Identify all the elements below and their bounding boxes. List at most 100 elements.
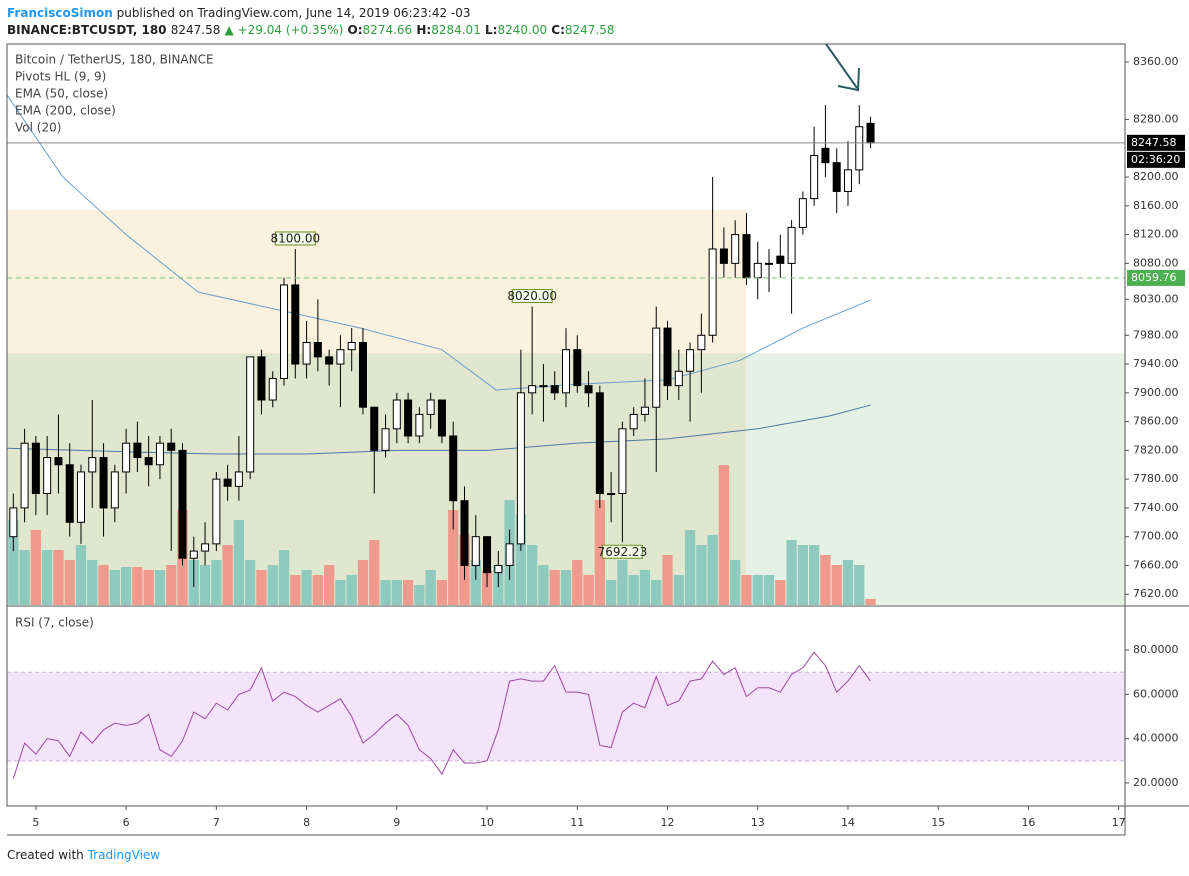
candle-body bbox=[415, 413, 424, 437]
candle-body bbox=[302, 341, 311, 365]
volume-bar bbox=[538, 565, 549, 605]
volume-bar bbox=[357, 560, 369, 605]
pivot-label: 8100.00 bbox=[270, 231, 320, 245]
candle-body bbox=[810, 154, 819, 200]
candle-body bbox=[866, 122, 875, 144]
candle-body bbox=[246, 356, 255, 473]
volume-bar bbox=[267, 565, 278, 605]
y-tick-label: 7900.00 bbox=[1133, 386, 1179, 399]
candle-body bbox=[798, 198, 807, 228]
volume-bar bbox=[436, 580, 448, 605]
legend-entry: Vol (20) bbox=[15, 121, 61, 135]
volume-bar bbox=[820, 555, 831, 605]
volume-bar bbox=[639, 570, 651, 605]
candle-body bbox=[460, 500, 469, 566]
volume-bar bbox=[143, 570, 154, 605]
volume-bar bbox=[312, 575, 323, 605]
candle-body bbox=[392, 399, 401, 430]
candle-body bbox=[20, 442, 29, 509]
candle-body bbox=[43, 457, 52, 495]
volume-bar bbox=[797, 545, 809, 605]
candle-body bbox=[697, 334, 706, 351]
volume-bar bbox=[222, 545, 233, 605]
volume-bar bbox=[211, 560, 222, 605]
y-tick-label: 8080.00 bbox=[1133, 256, 1179, 269]
candle-body bbox=[347, 341, 356, 351]
legend-entry: EMA (200, close) bbox=[15, 104, 116, 118]
candle-body bbox=[686, 349, 695, 372]
candle-body bbox=[212, 478, 221, 545]
x-tick-label: 6 bbox=[123, 816, 130, 829]
volume-bar bbox=[391, 580, 402, 605]
volume-bar bbox=[605, 580, 617, 605]
candle-body bbox=[562, 349, 570, 394]
candle-body bbox=[122, 442, 131, 473]
candle-body bbox=[629, 413, 638, 430]
y-tick-label: 7620.00 bbox=[1133, 587, 1179, 600]
y-tick-label: 7660.00 bbox=[1133, 558, 1179, 571]
symbol-line: BINANCE:BTCUSDT, 180 8247.58 ▲ +29.04 (+… bbox=[7, 23, 615, 37]
volume-bar bbox=[120, 567, 132, 605]
volume-bar bbox=[154, 570, 166, 605]
candle-body bbox=[652, 327, 661, 408]
volume-bar bbox=[662, 555, 673, 605]
x-tick-label: 11 bbox=[570, 816, 584, 829]
candle-body bbox=[223, 478, 232, 487]
volume-bar bbox=[64, 560, 75, 605]
volume-bar bbox=[617, 560, 628, 605]
volume-bar bbox=[673, 575, 684, 605]
x-tick-label: 9 bbox=[393, 816, 400, 829]
rsi-y-tick-label: 40.0000 bbox=[1133, 732, 1179, 745]
candle-body bbox=[370, 406, 379, 451]
volume-bar bbox=[30, 530, 42, 605]
candle-body bbox=[257, 356, 266, 401]
y-tick-label: 8360.00 bbox=[1133, 55, 1179, 68]
volume-bar bbox=[741, 575, 752, 605]
y-tick-label: 8030.00 bbox=[1133, 292, 1179, 305]
candle-body bbox=[674, 370, 683, 387]
volume-bar bbox=[594, 500, 605, 605]
rsi-y-tick-label: 20.0000 bbox=[1133, 776, 1179, 789]
volume-bar bbox=[470, 560, 481, 605]
pivot-box bbox=[274, 231, 316, 246]
h: 8284.01 bbox=[431, 23, 481, 37]
candle-body bbox=[76, 471, 85, 523]
volume-bar bbox=[775, 580, 786, 605]
candle-body bbox=[742, 234, 751, 279]
l: 8240.00 bbox=[497, 23, 547, 37]
y-tick-label: 7940.00 bbox=[1133, 357, 1179, 370]
o-label: O: bbox=[348, 23, 363, 37]
arrow-annotation bbox=[825, 43, 860, 92]
candle-body bbox=[663, 327, 672, 387]
candle-body bbox=[471, 536, 480, 566]
footer-brand: TradingView bbox=[87, 848, 161, 862]
x-tick-label: 8 bbox=[303, 816, 310, 829]
y-tick-label: 8200.00 bbox=[1133, 170, 1179, 183]
candle-body bbox=[550, 385, 559, 394]
volume-bar bbox=[87, 560, 98, 605]
volume-bar bbox=[8, 520, 19, 605]
volume-bar bbox=[132, 567, 143, 605]
volume-bar bbox=[651, 580, 662, 605]
x-tick-label: 14 bbox=[841, 816, 855, 829]
y-tick-label: 8120.00 bbox=[1133, 228, 1179, 241]
main-pane: 8100.00 8020.00 7692.23 Bitcoin / TetherUS,… bbox=[6, 53, 1125, 605]
change: ▲ +29.04 (+0.35%) bbox=[225, 23, 344, 37]
x-tick-label: 13 bbox=[751, 816, 765, 829]
volume-bar bbox=[414, 585, 425, 605]
candle-body bbox=[516, 392, 525, 545]
volume-bar bbox=[233, 520, 245, 605]
x-tick-label: 5 bbox=[32, 816, 39, 829]
volume-bar bbox=[549, 570, 560, 605]
candle-body bbox=[88, 457, 97, 473]
volume-bar bbox=[425, 570, 436, 605]
volume-bar bbox=[448, 510, 459, 605]
candle-body bbox=[167, 442, 176, 451]
y-tick-label: 7820.00 bbox=[1133, 443, 1179, 456]
candle-body bbox=[483, 536, 492, 574]
x-tick-label: 15 bbox=[931, 816, 945, 829]
volume-bar bbox=[380, 580, 391, 605]
candle-body bbox=[753, 262, 762, 279]
